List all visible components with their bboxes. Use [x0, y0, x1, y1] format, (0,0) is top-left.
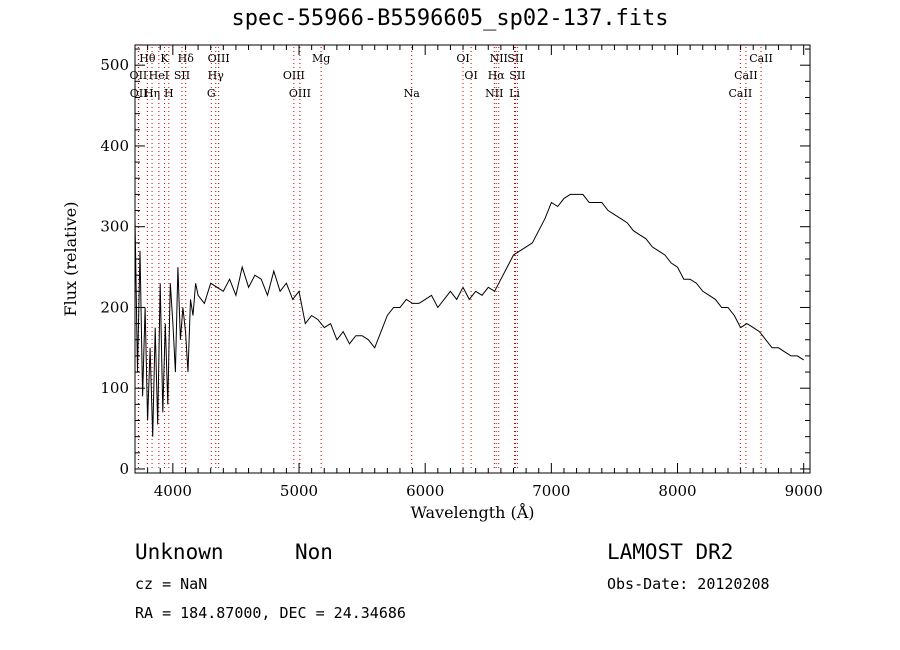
y-tick-label: 0: [119, 460, 129, 478]
line-id-label: Hθ: [139, 52, 156, 65]
y-tick-label: 200: [100, 298, 129, 316]
line-id-label: OIII: [283, 69, 305, 82]
line-id-label: SII: [174, 69, 190, 82]
line-id-label: NII: [485, 87, 503, 100]
line-id-label: K: [160, 52, 169, 65]
x-tick-label: 8000: [658, 482, 696, 500]
line-id-label: SII: [507, 52, 523, 65]
line-id-label: CaII: [734, 69, 758, 82]
line-id-label: HeI: [149, 69, 169, 82]
y-tick-label: 500: [100, 56, 129, 74]
line-id-label: NII: [490, 52, 508, 65]
line-id-label: CaII: [749, 52, 773, 65]
line-id-label: Na: [404, 87, 421, 100]
line-id-label: H: [164, 87, 174, 100]
x-tick-label: 4000: [154, 482, 192, 500]
line-id-label: SII: [509, 69, 525, 82]
x-tick-label: 9000: [785, 482, 823, 500]
x-tick-label: 6000: [406, 482, 444, 500]
spectrum-line: [134, 193, 804, 437]
classification-label: Unknown: [135, 540, 224, 564]
line-id-label: OIII: [289, 87, 311, 100]
line-id-label: OII: [130, 87, 148, 100]
x-tick-label: 5000: [280, 482, 318, 500]
plot-frame: [134, 44, 811, 474]
survey-label: LAMOST DR2: [607, 540, 734, 564]
chart-title: spec-55966-B5596605_sp02-137.fits: [231, 6, 669, 31]
y-axis-label: Flux (relative): [61, 202, 80, 317]
obs-date-label: Obs-Date: 20120208: [607, 575, 770, 593]
y-tick-label: 100: [100, 379, 129, 397]
y-tick-label: 300: [100, 218, 129, 236]
line-id-label: Hγ: [208, 69, 225, 82]
line-id-label: Li: [509, 87, 520, 100]
line-id-label: OII: [130, 69, 148, 82]
line-id-label: Hη: [144, 87, 160, 100]
line-id-label: G: [207, 87, 216, 100]
line-id-label: Hδ: [178, 52, 195, 65]
line-id-label: CaII: [729, 87, 753, 100]
y-tick-label: 400: [100, 137, 129, 155]
coordinates-label: RA = 184.87000, DEC = 24.34686: [135, 604, 406, 622]
line-id-label: Mg: [312, 52, 330, 65]
subclass-label: Non: [295, 540, 333, 564]
line-id-label: OI: [456, 52, 469, 65]
redshift-label: cz = NaN: [135, 575, 208, 593]
line-id-label: Hα: [488, 69, 506, 82]
line-id-label: OIII: [208, 52, 230, 65]
x-axis-label: Wavelength (Å): [410, 502, 534, 522]
line-id-label: OI: [464, 69, 477, 82]
x-tick-label: 7000: [532, 482, 570, 500]
